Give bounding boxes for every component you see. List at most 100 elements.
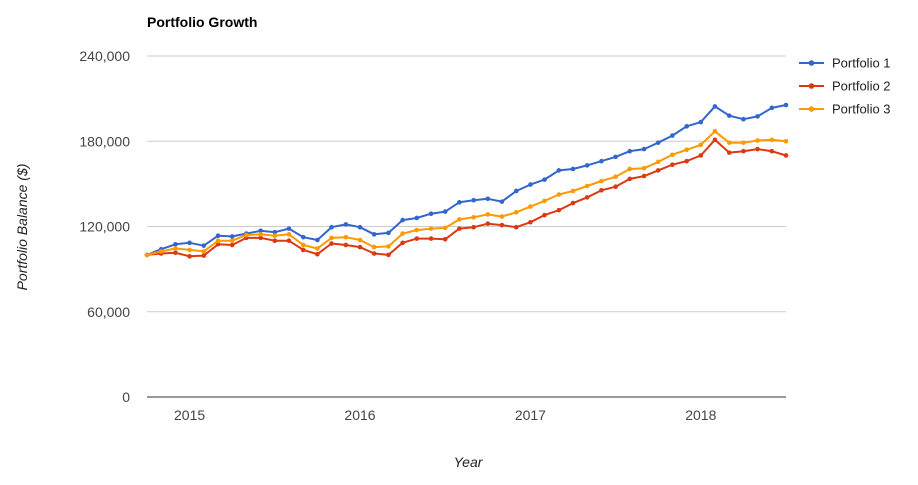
data-point [684, 147, 689, 153]
legend-item: Portfolio 3 [799, 102, 891, 117]
legend-item: Portfolio 2 [799, 79, 891, 94]
data-point [187, 254, 192, 259]
data-point [286, 238, 292, 244]
data-point [670, 152, 675, 158]
legend-label: Portfolio 1 [832, 56, 891, 71]
y-tick-label: 240,000 [79, 48, 130, 64]
data-point [783, 102, 789, 108]
data-point [599, 187, 604, 193]
data-point [726, 113, 732, 118]
data-point [400, 217, 405, 223]
data-point [542, 198, 547, 204]
data-point [741, 140, 746, 145]
data-point [258, 228, 263, 234]
series-line [146, 130, 787, 256]
data-point [471, 214, 476, 220]
y-tick-label: 60,000 [87, 304, 130, 320]
data-point [300, 247, 306, 253]
data-point [499, 214, 505, 219]
data-point [570, 200, 576, 206]
x-tick-label: 2017 [515, 407, 546, 423]
data-point [272, 233, 278, 239]
data-point [400, 231, 405, 236]
data-point [599, 178, 604, 184]
data-point [584, 163, 590, 168]
x-axis-title: Year [454, 454, 484, 470]
data-point [371, 244, 377, 250]
data-point [357, 237, 363, 243]
x-tick-label: 2018 [685, 407, 716, 423]
data-point [741, 148, 746, 154]
data-point [300, 242, 306, 248]
data-point [471, 197, 476, 203]
data-point [726, 150, 732, 155]
data-point [684, 158, 689, 164]
data-point [400, 240, 405, 246]
data-point [414, 236, 420, 241]
data-point [173, 250, 178, 256]
data-point [187, 240, 192, 246]
data-point [201, 253, 207, 258]
data-point [201, 243, 207, 248]
data-point [655, 140, 661, 145]
data-point [485, 212, 491, 217]
series-portfolio-3 [144, 129, 789, 258]
data-point [755, 138, 760, 143]
data-point [329, 241, 334, 246]
data-point [613, 184, 618, 190]
data-point [613, 174, 618, 180]
x-tick-label: 2015 [174, 407, 205, 423]
legend-label: Portfolio 2 [832, 79, 891, 94]
data-point [726, 140, 732, 145]
data-point [712, 129, 718, 134]
data-point [315, 237, 320, 243]
data-point [627, 148, 633, 154]
data-point [428, 211, 434, 217]
data-point [386, 230, 391, 236]
data-point [343, 242, 349, 248]
data-point [343, 222, 349, 227]
data-point [414, 227, 420, 233]
data-point [329, 235, 334, 241]
series-line [146, 138, 787, 258]
data-point [229, 234, 235, 239]
data-point [755, 114, 760, 119]
data-point [670, 162, 675, 167]
legend-swatch-dot [808, 83, 815, 89]
data-point [229, 242, 235, 248]
data-point [414, 215, 420, 221]
data-point [684, 124, 689, 129]
data-point [513, 188, 519, 194]
data-point [144, 252, 150, 258]
data-point [286, 232, 292, 237]
legend-label: Portfolio 3 [832, 102, 891, 117]
series-portfolio-2 [144, 137, 789, 259]
data-point [442, 209, 448, 214]
data-point [215, 233, 221, 239]
data-point [556, 168, 562, 173]
data-point [272, 229, 278, 235]
data-point [371, 232, 377, 237]
data-point [513, 209, 519, 215]
data-point [428, 236, 434, 241]
data-point [300, 234, 306, 240]
data-point [485, 196, 491, 202]
data-point [201, 249, 207, 254]
data-point [272, 238, 278, 244]
data-point [570, 166, 576, 172]
legend-swatch-dot [808, 60, 815, 66]
data-point [741, 116, 746, 122]
data-point [457, 217, 462, 222]
data-point [599, 158, 604, 164]
chart-title: Portfolio Growth [147, 14, 257, 30]
y-tick-label: 0 [122, 389, 130, 405]
series-line [146, 104, 787, 256]
legend-item: Portfolio 1 [799, 56, 891, 71]
data-point [315, 251, 320, 257]
data-point [698, 153, 704, 158]
data-point [173, 246, 178, 251]
data-point [442, 225, 448, 231]
data-point [670, 133, 675, 138]
